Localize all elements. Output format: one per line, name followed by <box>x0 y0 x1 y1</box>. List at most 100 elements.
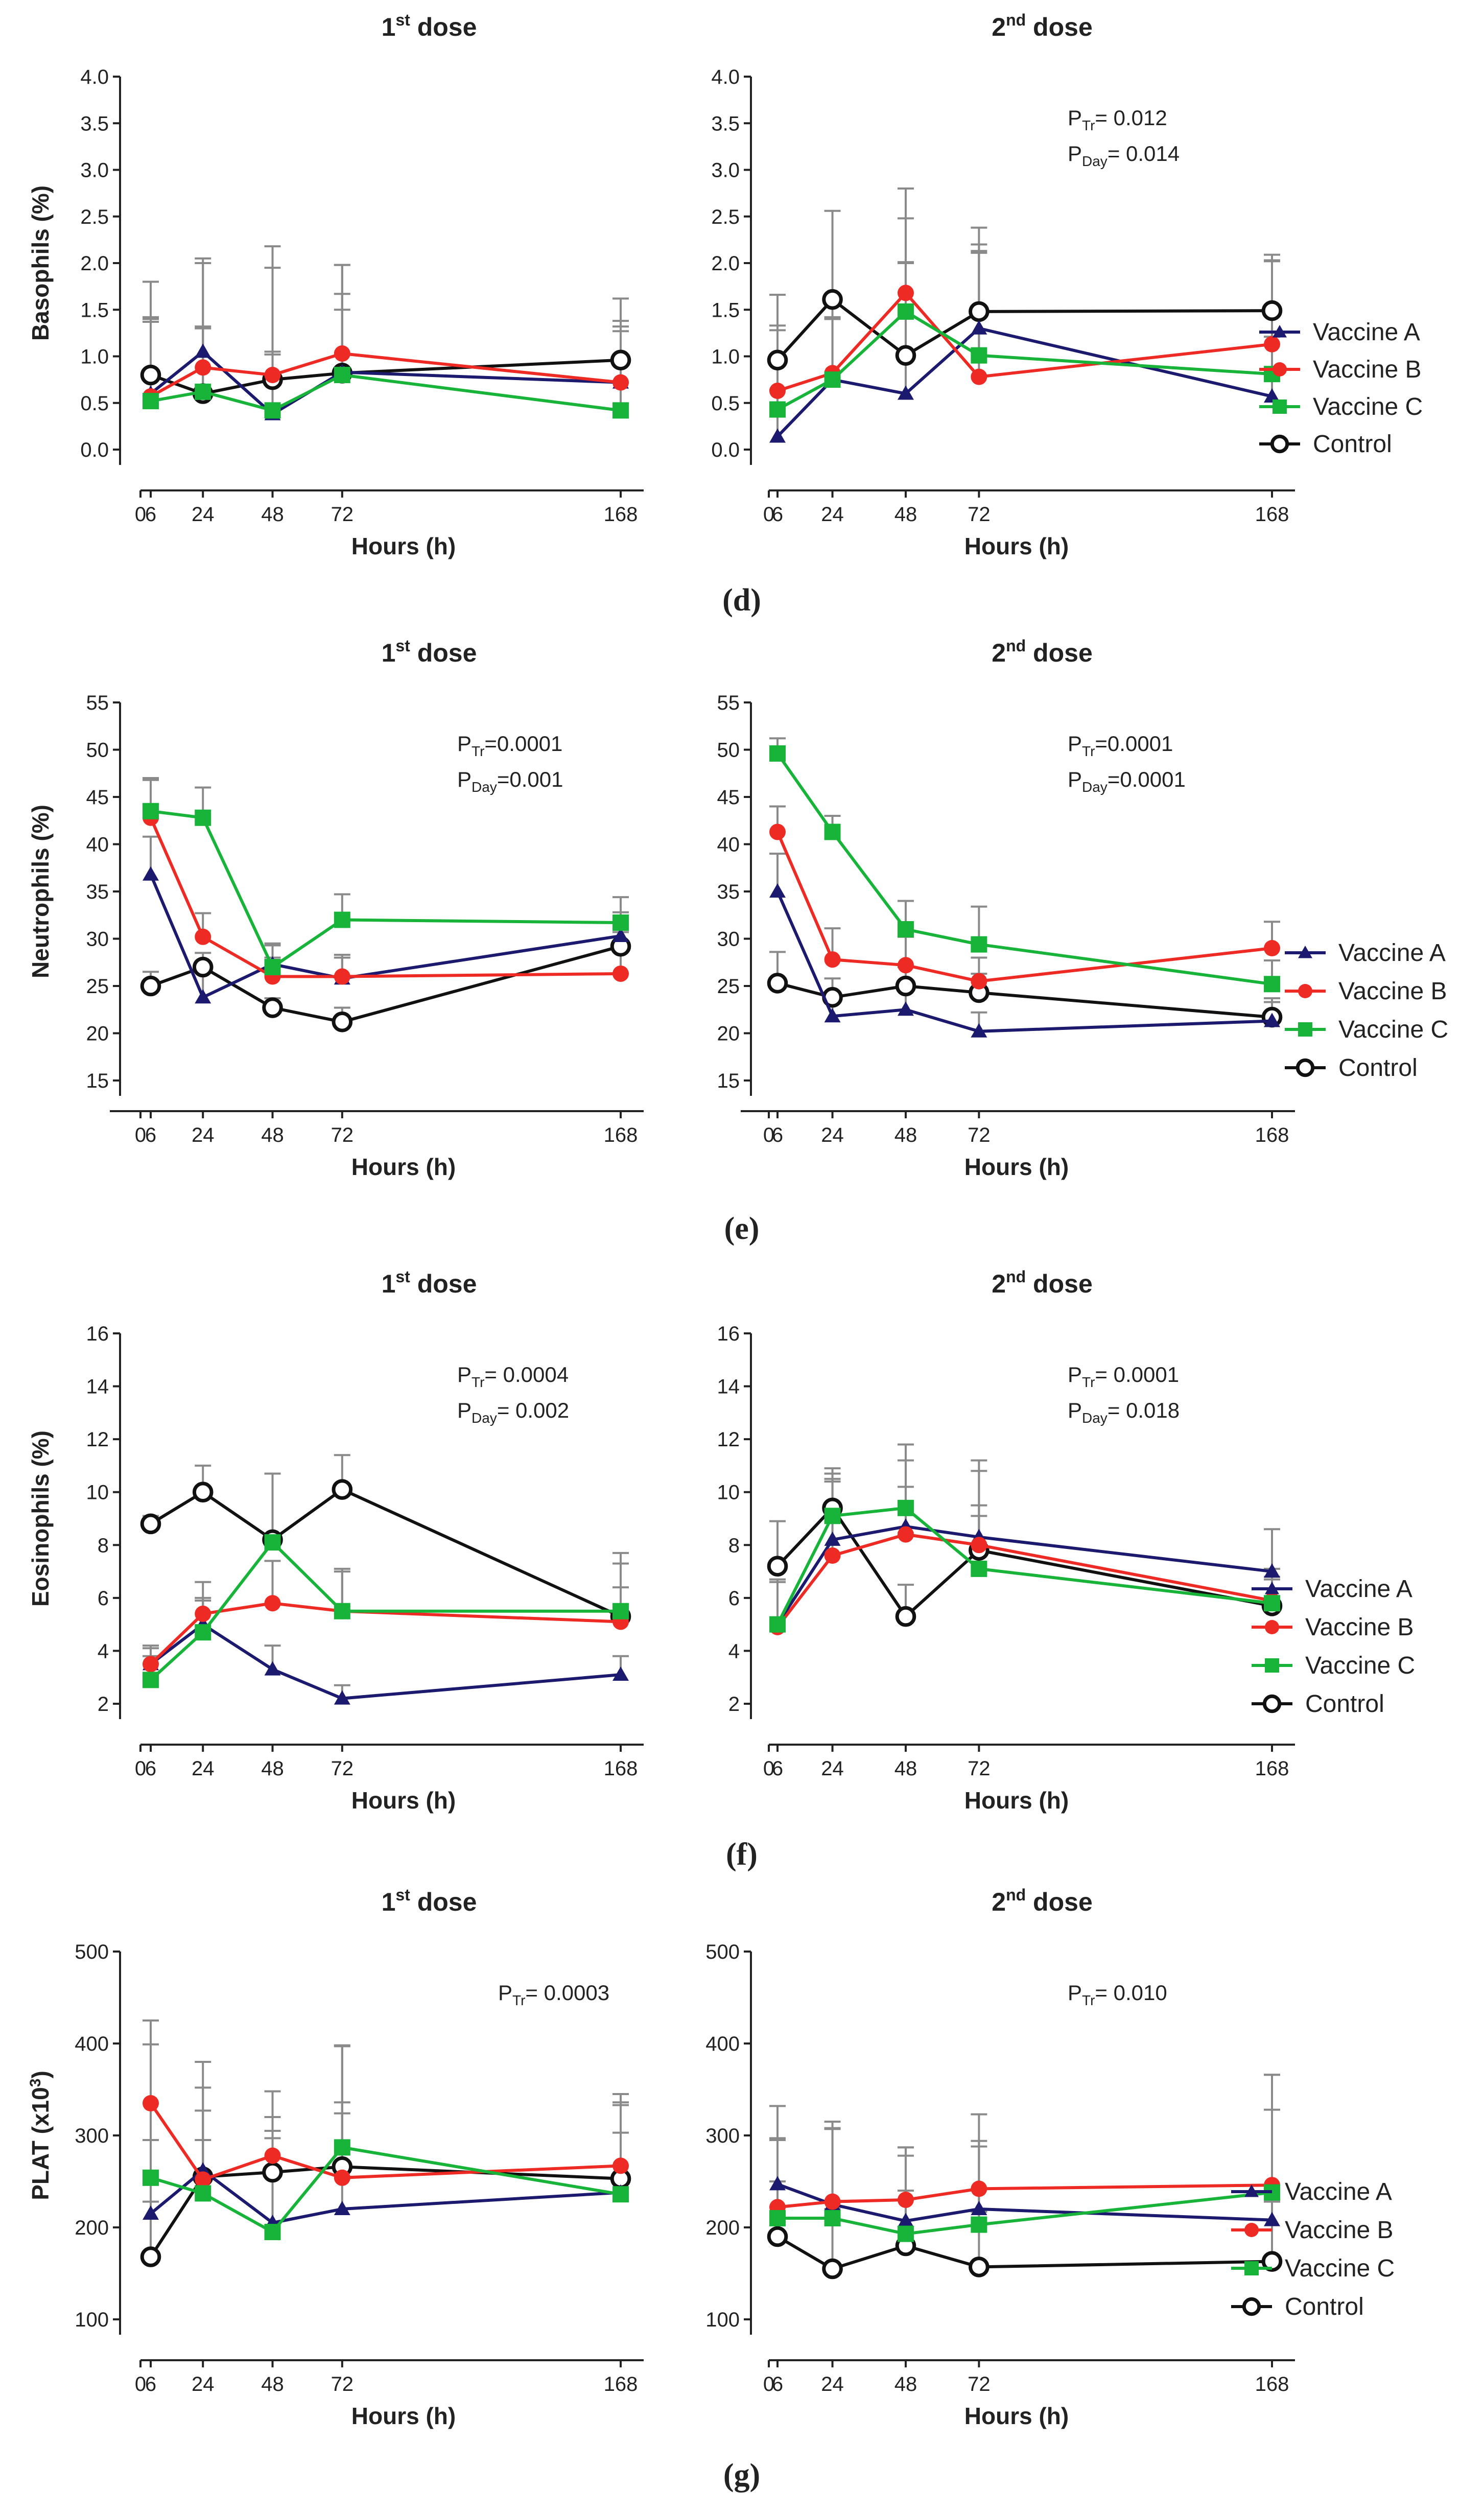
x-tick-label: 24 <box>192 503 215 526</box>
p-value-annotation: PTr=0.0001 <box>1068 732 1173 759</box>
data-point-control <box>1261 2251 1283 2272</box>
data-point-vaccine-b <box>1264 336 1280 353</box>
y-tick-label: 50 <box>86 739 109 762</box>
p-value-annotation: PTr= 0.0004 <box>457 1362 569 1390</box>
data-point-control <box>610 349 631 371</box>
p-value-text: = 0.002 <box>497 1398 569 1422</box>
p-value-text: = 0.018 <box>1108 1398 1180 1422</box>
legend-swatch-marker <box>1242 2297 1261 2316</box>
p-value-text: = 0.0001 <box>1095 1362 1179 1387</box>
data-point-vaccine-c <box>769 1616 786 1633</box>
legend-label: Vaccine A <box>1338 939 1446 967</box>
series-line-vaccine-b <box>776 1533 1273 1628</box>
series-line-vaccine-c <box>778 2191 1273 2236</box>
p-value-text: =0.0001 <box>1108 767 1186 791</box>
chart-title: 1st dose <box>382 11 477 41</box>
data-point-vaccine-a <box>334 1690 350 1705</box>
x-tick-label: 48 <box>261 503 284 526</box>
data-point-vaccine-b <box>824 1547 841 1564</box>
y-tick-label: 4.0 <box>711 66 740 88</box>
data-point-vaccine-c <box>334 911 350 928</box>
data-point-vaccine-c <box>143 803 159 819</box>
x-tick-label: 48 <box>894 1124 917 1146</box>
chart-title-rest: dose <box>410 13 477 41</box>
data-point-control <box>1261 300 1283 321</box>
data-point-control <box>895 1606 916 1627</box>
series-line-vaccine-a <box>150 2168 621 2225</box>
y-tick-label: 16 <box>717 1323 740 1345</box>
y-tick-label: 10 <box>86 1482 109 1504</box>
chart-title-rest: dose <box>1026 13 1093 41</box>
y-tick-label: 300 <box>705 2125 740 2147</box>
legend-label: Control <box>1313 431 1392 458</box>
data-point-vaccine-c <box>264 1534 281 1551</box>
p-value-base: P <box>457 767 472 791</box>
chart-title: 1st dose <box>382 1886 477 1916</box>
data-point-vaccine-b <box>264 1595 281 1612</box>
y-tick-label: 14 <box>86 1376 109 1398</box>
y-tick-label: 2 <box>728 1693 740 1716</box>
legend-label: Vaccine A <box>1285 2178 1392 2205</box>
data-point-vaccine-a <box>264 1661 281 1676</box>
panel-label: (f) <box>726 1837 758 1872</box>
series-line-vaccine-a <box>776 326 1273 438</box>
x-tick-label: 0 <box>763 2373 774 2395</box>
data-point-control <box>895 345 916 366</box>
y-axis-label: Basophils (%) <box>27 185 54 341</box>
data-point-vaccine-b <box>971 368 987 385</box>
y-tick-label: 35 <box>717 881 740 903</box>
y-tick-label: 40 <box>86 834 109 856</box>
y-tick-label: 2 <box>98 1693 109 1716</box>
x-tick-label: 0 <box>763 503 774 526</box>
x-tick-label: 24 <box>821 2373 844 2395</box>
chart-3-0: 1st dose 100 200 300 400 500 06 24 48 72 168 Hours … <box>75 1886 644 2429</box>
y-tick-label: 0.5 <box>711 392 740 415</box>
data-point-vaccine-c <box>613 914 629 931</box>
x-tick-label: 72 <box>331 503 354 526</box>
p-value-subscript: Tr <box>1082 1374 1095 1390</box>
data-point-vaccine-c <box>971 936 987 953</box>
panel-label: (g) <box>723 2458 760 2493</box>
p-value-subscript: Tr <box>472 743 484 759</box>
legend-label: Vaccine B <box>1305 1614 1414 1641</box>
y-axis-label: Eosinophils (%) <box>27 1430 54 1607</box>
chart-title: 2nd dose <box>992 11 1093 41</box>
legend-swatch-marker <box>1244 2223 1259 2237</box>
y-tick-label: 4 <box>728 1640 740 1662</box>
y-tick-label: 400 <box>75 2033 109 2055</box>
y-tick-label: 8 <box>98 1534 109 1557</box>
p-value-annotation: PTr=0.0001 <box>457 732 562 759</box>
p-value-subscript: Tr <box>512 1992 525 2008</box>
x-tick-label: 72 <box>331 1124 354 1146</box>
data-point-vaccine-a <box>1264 1563 1280 1578</box>
p-value-subscript: Day <box>1082 779 1108 795</box>
data-point-vaccine-a <box>613 1666 629 1681</box>
data-point-vaccine-a <box>971 1023 987 1038</box>
p-value-annotation: PTr= 0.0001 <box>1068 1362 1179 1390</box>
chart-title-superscript: st <box>395 1886 410 1904</box>
x-tick-label: 0 <box>135 1124 146 1146</box>
y-tick-label: 4 <box>98 1640 109 1662</box>
data-point-control <box>767 973 788 994</box>
data-point-vaccine-c <box>897 303 914 320</box>
x-tick-label: 168 <box>604 1124 638 1146</box>
data-point-control <box>822 289 843 310</box>
p-value-annotation: PDay=0.0001 <box>1068 767 1186 795</box>
chart-title: 2nd dose <box>992 1267 1093 1298</box>
data-point-vaccine-c <box>264 402 281 419</box>
x-tick-label: 48 <box>894 1757 917 1780</box>
p-value-text: =0.001 <box>497 767 563 791</box>
chart-1-1: 2nd dose 15 20 25 30 35 40 45 50 55 06 24 48 72 168 Hou… <box>717 637 1295 1180</box>
series-line-vaccine-c <box>776 753 1273 986</box>
y-tick-label: 50 <box>717 739 740 762</box>
data-point-vaccine-c <box>897 1499 914 1516</box>
chart-title-superscript: st <box>395 11 410 29</box>
p-value-annotation: PTr= 0.010 <box>1068 1981 1167 2008</box>
y-tick-label: 10 <box>717 1482 740 1504</box>
chart-title-rest: dose <box>410 1270 477 1298</box>
y-axis-label-text: Basophils (%) <box>27 185 54 341</box>
data-point-vaccine-a <box>824 1531 841 1546</box>
p-value-text: = 0.0004 <box>484 1362 569 1387</box>
data-point-control <box>192 956 214 978</box>
data-point-vaccine-c <box>769 401 786 418</box>
